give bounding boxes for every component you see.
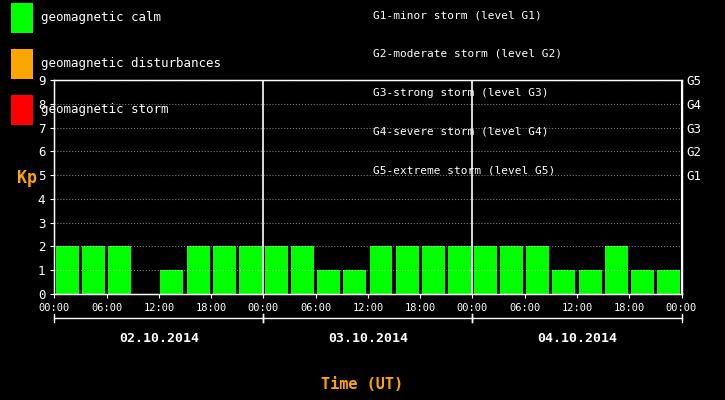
Text: G3-strong storm (level G3): G3-strong storm (level G3) — [373, 88, 549, 98]
Bar — [344, 270, 366, 294]
Text: geomagnetic storm: geomagnetic storm — [41, 104, 169, 116]
Text: Time (UT): Time (UT) — [321, 377, 404, 392]
Bar — [631, 270, 654, 294]
Bar — [526, 246, 550, 294]
Bar — [186, 246, 210, 294]
Bar — [265, 246, 288, 294]
Bar — [657, 270, 680, 294]
Bar — [396, 246, 418, 294]
Text: G5-extreme storm (level G5): G5-extreme storm (level G5) — [373, 165, 555, 175]
Bar — [212, 246, 236, 294]
Bar — [605, 246, 628, 294]
Text: 03.10.2014: 03.10.2014 — [328, 332, 408, 344]
Text: G1-minor storm (level G1): G1-minor storm (level G1) — [373, 10, 542, 20]
Bar — [552, 270, 576, 294]
Bar — [318, 270, 340, 294]
Bar — [82, 246, 105, 294]
Text: geomagnetic disturbances: geomagnetic disturbances — [41, 58, 221, 70]
Text: G4-severe storm (level G4): G4-severe storm (level G4) — [373, 126, 549, 136]
Bar — [500, 246, 523, 294]
Bar — [108, 246, 131, 294]
Bar — [370, 246, 392, 294]
Bar — [160, 270, 183, 294]
Bar — [422, 246, 444, 294]
Y-axis label: Kp: Kp — [17, 169, 37, 187]
Bar — [239, 246, 262, 294]
Bar — [474, 246, 497, 294]
Text: 02.10.2014: 02.10.2014 — [119, 332, 199, 344]
Text: 04.10.2014: 04.10.2014 — [537, 332, 617, 344]
Bar — [291, 246, 314, 294]
Text: geomagnetic calm: geomagnetic calm — [41, 12, 162, 24]
Bar — [56, 246, 79, 294]
Bar — [448, 246, 471, 294]
Text: G2-moderate storm (level G2): G2-moderate storm (level G2) — [373, 49, 563, 59]
Bar — [579, 270, 602, 294]
